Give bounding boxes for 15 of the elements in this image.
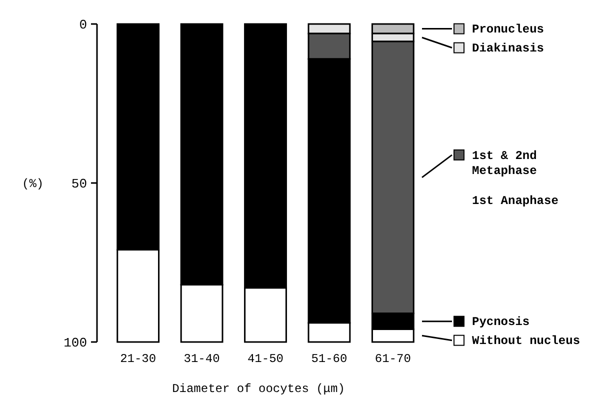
y-tick-label: 50 [71, 176, 87, 192]
x-axis-title: Diameter of oocytes (μm) [172, 382, 345, 396]
y-tick-label: 0 [79, 18, 87, 33]
x-tick-label: 41-50 [247, 352, 284, 366]
x-tick-label: 21-30 [120, 352, 156, 366]
legend-label: Without nucleus [472, 334, 580, 348]
y-axis-title: (%) [22, 177, 44, 192]
text: 1st & 2nd Metaphase 1st Anaphase [472, 148, 558, 208]
x-tick-label: 61-70 [374, 352, 411, 366]
legend-label: Pycnosis [472, 315, 530, 330]
legend-label: Pronucleus [472, 22, 544, 37]
legend-label: Diakinasis [472, 42, 544, 56]
x-tick-label: 51-60 [311, 352, 348, 366]
x-tick-label: 31-40 [184, 352, 220, 366]
y-tick-label: 100 [64, 336, 87, 351]
